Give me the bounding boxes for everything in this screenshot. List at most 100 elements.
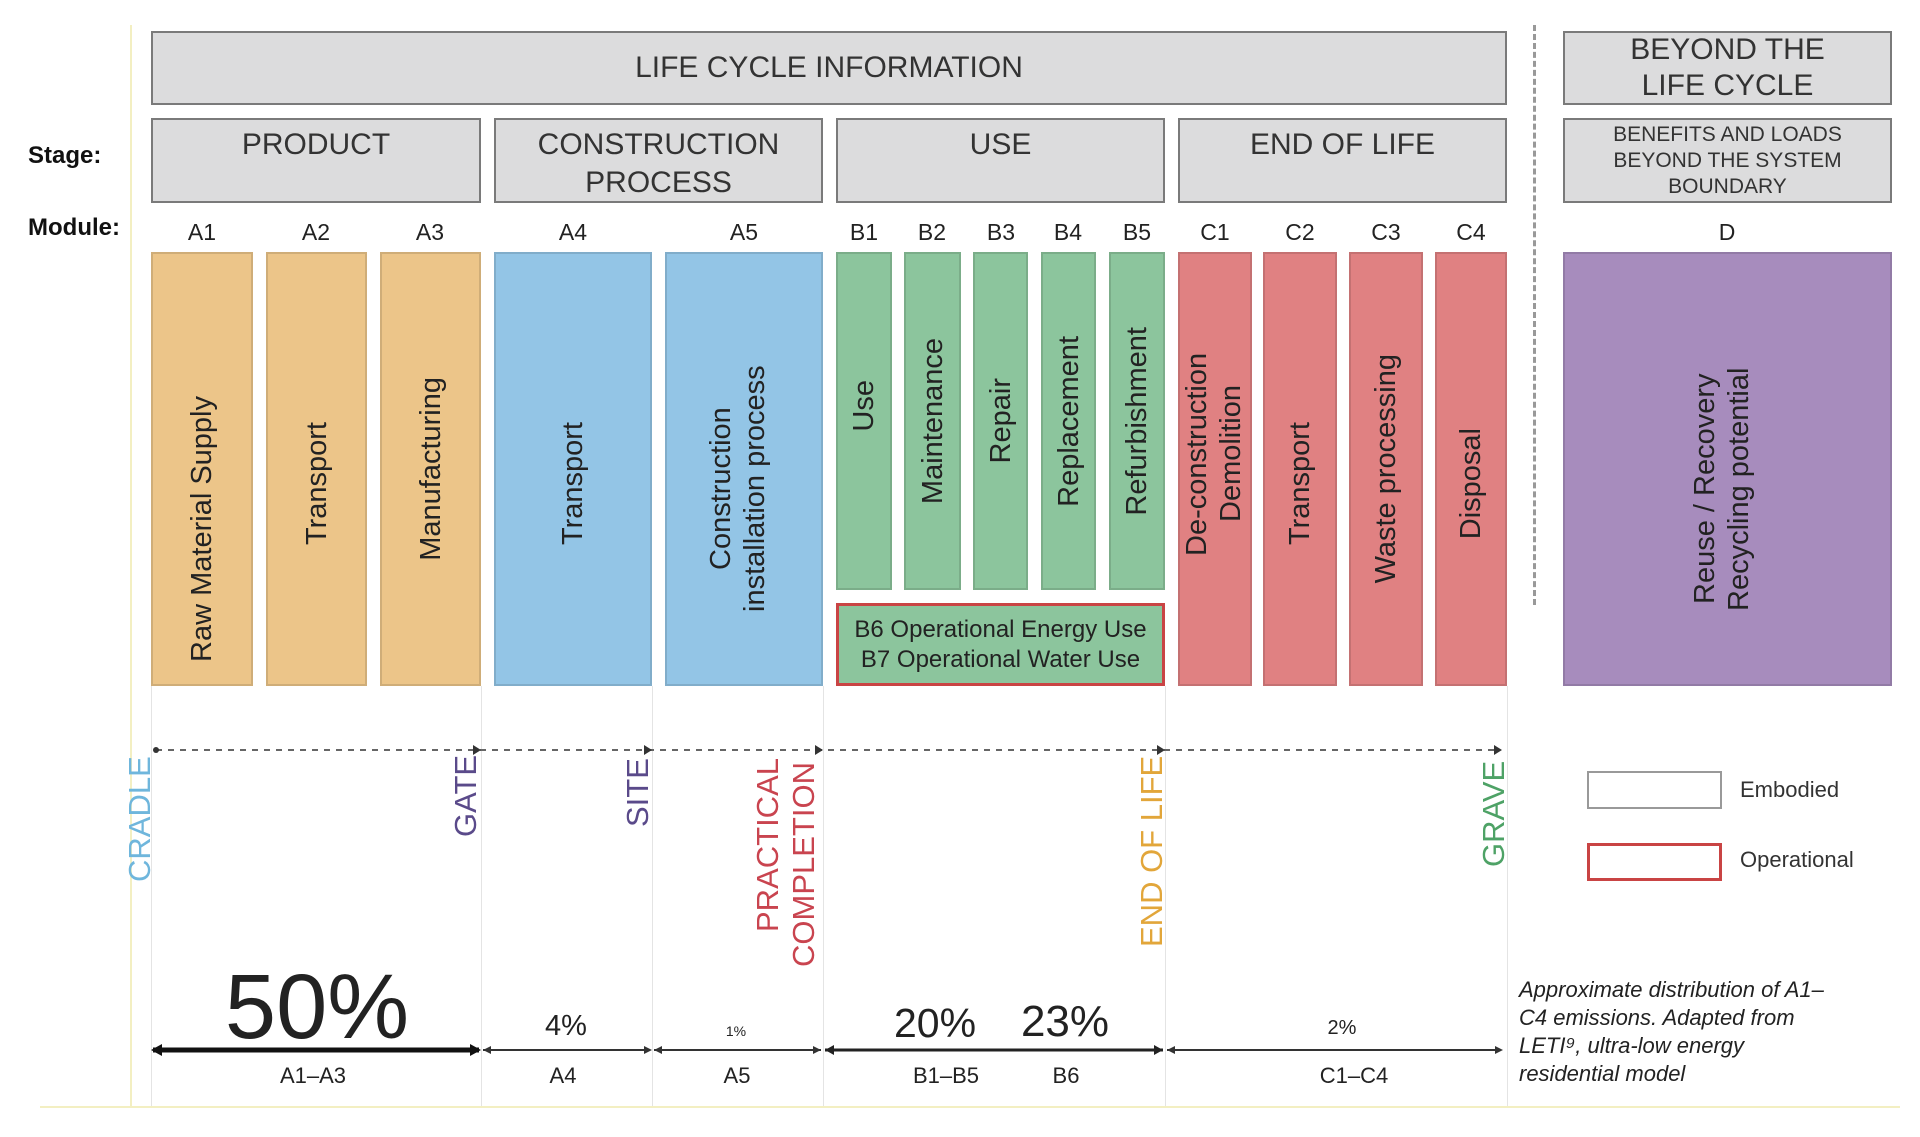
module-label: Module: <box>28 214 120 241</box>
module-code: A2 <box>301 219 331 245</box>
gridline <box>151 686 152 1106</box>
arrowhead-icon <box>1167 1046 1175 1054</box>
arrowhead-icon <box>654 1046 662 1054</box>
module-code: C3 <box>1371 219 1401 245</box>
life-cycle-title: LIFE CYCLE INFORMATION <box>635 51 1023 84</box>
module-code: C4 <box>1456 219 1486 245</box>
gridline <box>1507 686 1508 1106</box>
module-c1-bar: De-construction Demolition <box>1178 252 1252 686</box>
module-code: A3 <box>415 219 445 245</box>
arrowhead-icon <box>1157 745 1165 755</box>
module-code: A5 <box>729 219 759 245</box>
percent-a5: 1% <box>725 1023 747 1039</box>
module-a3-bar: Manufacturing <box>380 252 481 686</box>
arrowhead-icon <box>1495 1046 1503 1054</box>
module-c3-bar: Waste processing <box>1349 252 1423 686</box>
arrowhead-icon <box>825 1045 834 1055</box>
left-border-line <box>130 25 132 1107</box>
arrowhead-icon <box>813 1046 821 1054</box>
stage-construction: CONSTRUCTION PROCESS <box>494 118 823 203</box>
range-label: C1–C4 <box>1319 1063 1389 1088</box>
module-a1-bar: Raw Material Supply <box>151 252 253 686</box>
stage-construction-label: CONSTRUCTION PROCESS <box>537 128 780 199</box>
stage-product: PRODUCT <box>151 118 481 203</box>
module-b5-bar: Refurbishment <box>1109 252 1165 590</box>
life-cycle-header: LIFE CYCLE INFORMATION <box>151 31 1507 105</box>
gridline <box>652 686 653 1106</box>
module-b3-bar: Repair <box>973 252 1028 590</box>
stage-use-label: USE <box>969 128 1032 161</box>
milestone-end-of-life: END OF LIFE <box>1134 755 1169 947</box>
module-c2-bar: Transport <box>1263 252 1337 686</box>
module-d-bar: Reuse / Recovery Recycling potential <box>1563 252 1892 686</box>
arrowhead-icon <box>473 745 481 755</box>
arrowhead-icon <box>815 745 823 755</box>
percent-a4: 4% <box>545 1010 587 1042</box>
milestone-completion: COMPLETION <box>786 762 821 967</box>
legend-operational-swatch <box>1587 843 1722 881</box>
module-code: B2 <box>917 219 947 245</box>
stage-benefits: BENEFITS AND LOADS BEYOND THE SYSTEM BOU… <box>1563 118 1892 203</box>
stage-product-label: PRODUCT <box>241 128 391 161</box>
range-label: A5 <box>723 1063 751 1088</box>
b7-label: B7 Operational Water Use <box>860 645 1141 673</box>
arrowhead-icon <box>470 1044 481 1056</box>
module-code: D <box>1718 219 1736 245</box>
percent-a1-a3: 50% <box>224 956 410 1058</box>
range-label: A1–A3 <box>279 1063 347 1088</box>
stage-use: USE <box>836 118 1165 203</box>
module-code: A1 <box>187 219 217 245</box>
arrowhead-icon <box>1494 745 1502 755</box>
stage-end-of-life: END OF LIFE <box>1178 118 1507 203</box>
gridline <box>481 686 482 1106</box>
module-a4-bar: Transport <box>494 252 652 686</box>
percent-b1-b5: 20% <box>893 1000 977 1046</box>
gridline <box>823 686 824 1106</box>
percent-c1-c4: 2% <box>1327 1017 1357 1039</box>
module-code: C2 <box>1285 219 1315 245</box>
module-code: A4 <box>558 219 588 245</box>
arrowhead-icon <box>151 1044 162 1056</box>
legend-embodied-label: Embodied <box>1740 777 1840 802</box>
module-a5-bar: Construction installation process <box>665 252 823 686</box>
timeline-start-dot <box>153 747 159 753</box>
module-code: C1 <box>1200 219 1230 245</box>
milestone-cradle: CRADLE <box>122 756 157 882</box>
module-c4-bar: Disposal <box>1435 252 1507 686</box>
arrowhead-icon <box>483 1046 491 1054</box>
milestone-grave: GRAVE <box>1476 760 1511 867</box>
module-code: B3 <box>986 219 1016 245</box>
arrowhead-icon <box>644 1046 652 1054</box>
module-b2-bar: Maintenance <box>904 252 961 590</box>
arrowhead-icon <box>644 745 652 755</box>
beyond-title: BEYOND THE LIFE CYCLE <box>1630 33 1825 102</box>
legend-embodied-swatch <box>1587 771 1722 809</box>
milestone-gate: GATE <box>448 754 483 837</box>
stage-label: Stage: <box>28 142 102 169</box>
module-code: B1 <box>849 219 879 245</box>
b6-label: B6 Operational Energy Use <box>854 615 1147 643</box>
legend-operational-label: Operational <box>1740 847 1854 872</box>
operational-b6-b7-box: B6 Operational Energy Use B7 Operational… <box>836 603 1165 686</box>
range-label: A4 <box>549 1063 577 1088</box>
arrowhead-icon <box>1154 1045 1163 1055</box>
module-b1-bar: Use <box>836 252 892 590</box>
module-b4-bar: Replacement <box>1041 252 1096 590</box>
range-label: B6 <box>1052 1063 1080 1088</box>
system-boundary-divider <box>1533 25 1536 605</box>
percent-b6: 23% <box>1020 997 1110 1046</box>
module-code: B4 <box>1053 219 1083 245</box>
bottom-border-line <box>40 1106 1900 1108</box>
module-a2-bar: Transport <box>266 252 367 686</box>
range-label: B1–B5 <box>912 1063 980 1088</box>
stage-benefits-label: BENEFITS AND LOADS BEYOND THE SYSTEM BOU… <box>1613 122 1842 198</box>
milestone-practical: PRACTICAL <box>750 758 785 932</box>
module-code: B5 <box>1122 219 1152 245</box>
caption: Approximate distribution of A1–C4 emissi… <box>1519 977 1824 1086</box>
milestone-site: SITE <box>620 758 655 827</box>
beyond-header: BEYOND THE LIFE CYCLE <box>1563 31 1892 105</box>
gridline <box>1165 686 1166 1106</box>
stage-end-of-life-label: END OF LIFE <box>1249 128 1436 161</box>
